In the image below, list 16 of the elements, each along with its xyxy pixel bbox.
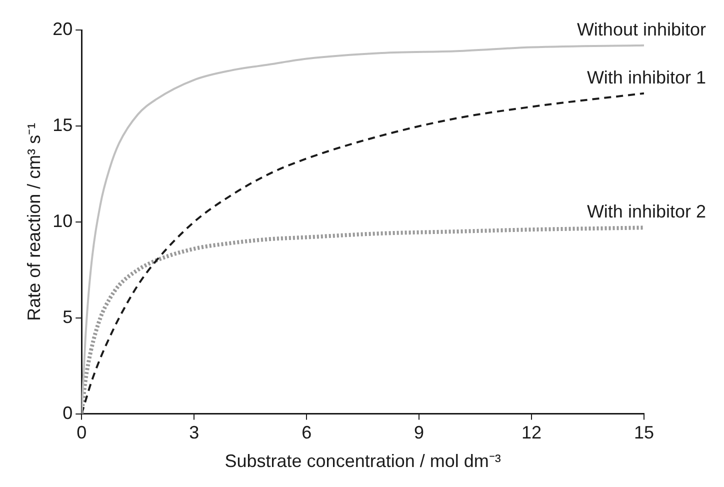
y-tick-label: 5 xyxy=(62,306,73,327)
x-tick-label: 6 xyxy=(302,422,312,443)
series-label: With inhibitor 2 xyxy=(586,202,706,222)
x-tick-label: 0 xyxy=(76,422,87,443)
y-tick-label: 10 xyxy=(52,210,73,231)
y-axis-title: Rate of reaction / cm³ s⁻¹ xyxy=(24,122,44,321)
y-tick-label: 15 xyxy=(52,114,73,135)
x-tick-label: 12 xyxy=(522,422,542,443)
y-tick-label: 20 xyxy=(52,18,73,39)
series-label: With inhibitor 1 xyxy=(586,67,706,88)
series-label: Without inhibitor xyxy=(576,19,706,40)
y-tick-label: 0 xyxy=(62,402,73,423)
x-tick-label: 3 xyxy=(189,422,200,443)
x-tick-label: 9 xyxy=(414,422,424,443)
x-tick-label: 15 xyxy=(634,422,654,443)
x-axis-title: Substrate concentration / mol dm⁻³ xyxy=(224,451,501,472)
